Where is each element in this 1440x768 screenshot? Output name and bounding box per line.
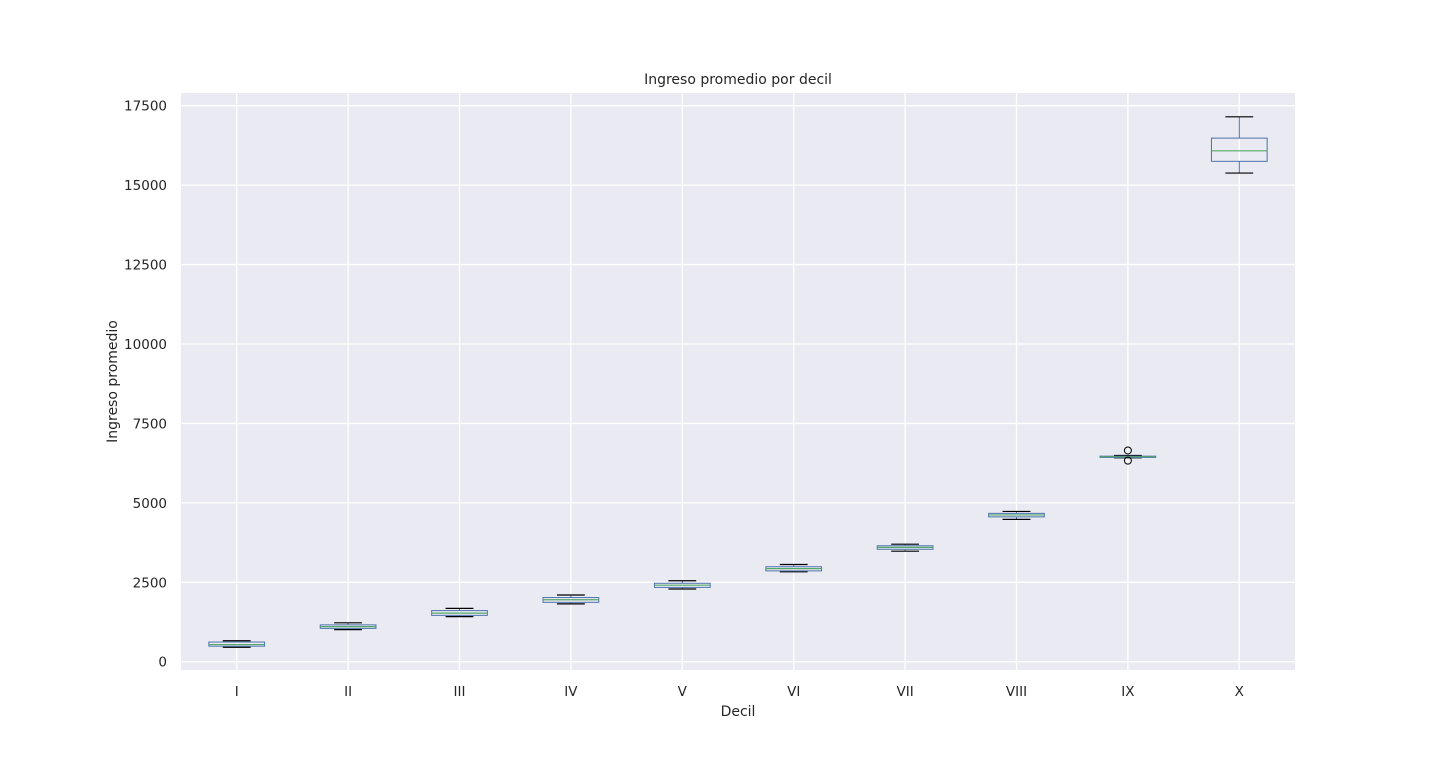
box-iqr (1210, 137, 1268, 162)
box-decil-II (319, 622, 377, 631)
y-tick-label: 5000 (133, 496, 167, 512)
y-tick-label: 2500 (133, 575, 167, 591)
outlier-point (1123, 446, 1132, 455)
outlier-point (1123, 456, 1132, 465)
y-axis-label: Ingreso promedio (105, 320, 121, 443)
box-decil-I (208, 640, 266, 648)
box-decil-VII (876, 543, 934, 552)
x-tick-label: VII (896, 684, 913, 700)
y-tick-label: 0 (158, 655, 167, 671)
x-tick-label: IV (564, 684, 578, 700)
box-decil-IV (542, 594, 600, 605)
box-decil-III (431, 607, 488, 618)
x-tick-label: III (454, 684, 466, 700)
plot-area (181, 93, 1295, 670)
y-tick-label: 17500 (124, 99, 167, 115)
x-tick-label: II (344, 684, 352, 700)
x-tick-label: V (678, 684, 688, 700)
y-tick-label: 7500 (133, 416, 167, 432)
box-decil-IX (1099, 446, 1157, 465)
y-tick-label: 12500 (124, 258, 167, 274)
x-tick-label: X (1235, 684, 1244, 700)
x-tick-label: IX (1121, 684, 1134, 700)
x-tick-label: I (235, 684, 239, 700)
box-decil-VI (765, 563, 823, 573)
x-tick-label: VI (787, 684, 800, 700)
boxes (208, 116, 1268, 648)
box-decil-V (653, 580, 711, 590)
y-tick-label: 15000 (124, 178, 167, 194)
box-decil-VIII (988, 510, 1045, 520)
y-tick-label: 10000 (124, 337, 167, 353)
box-decil-X (1210, 116, 1268, 174)
x-tick-label: VIII (1006, 684, 1027, 700)
x-axis-label: Decil (721, 704, 756, 720)
grid-lines (181, 93, 1295, 670)
chart-title: Ingreso promedio por decil (644, 72, 832, 88)
